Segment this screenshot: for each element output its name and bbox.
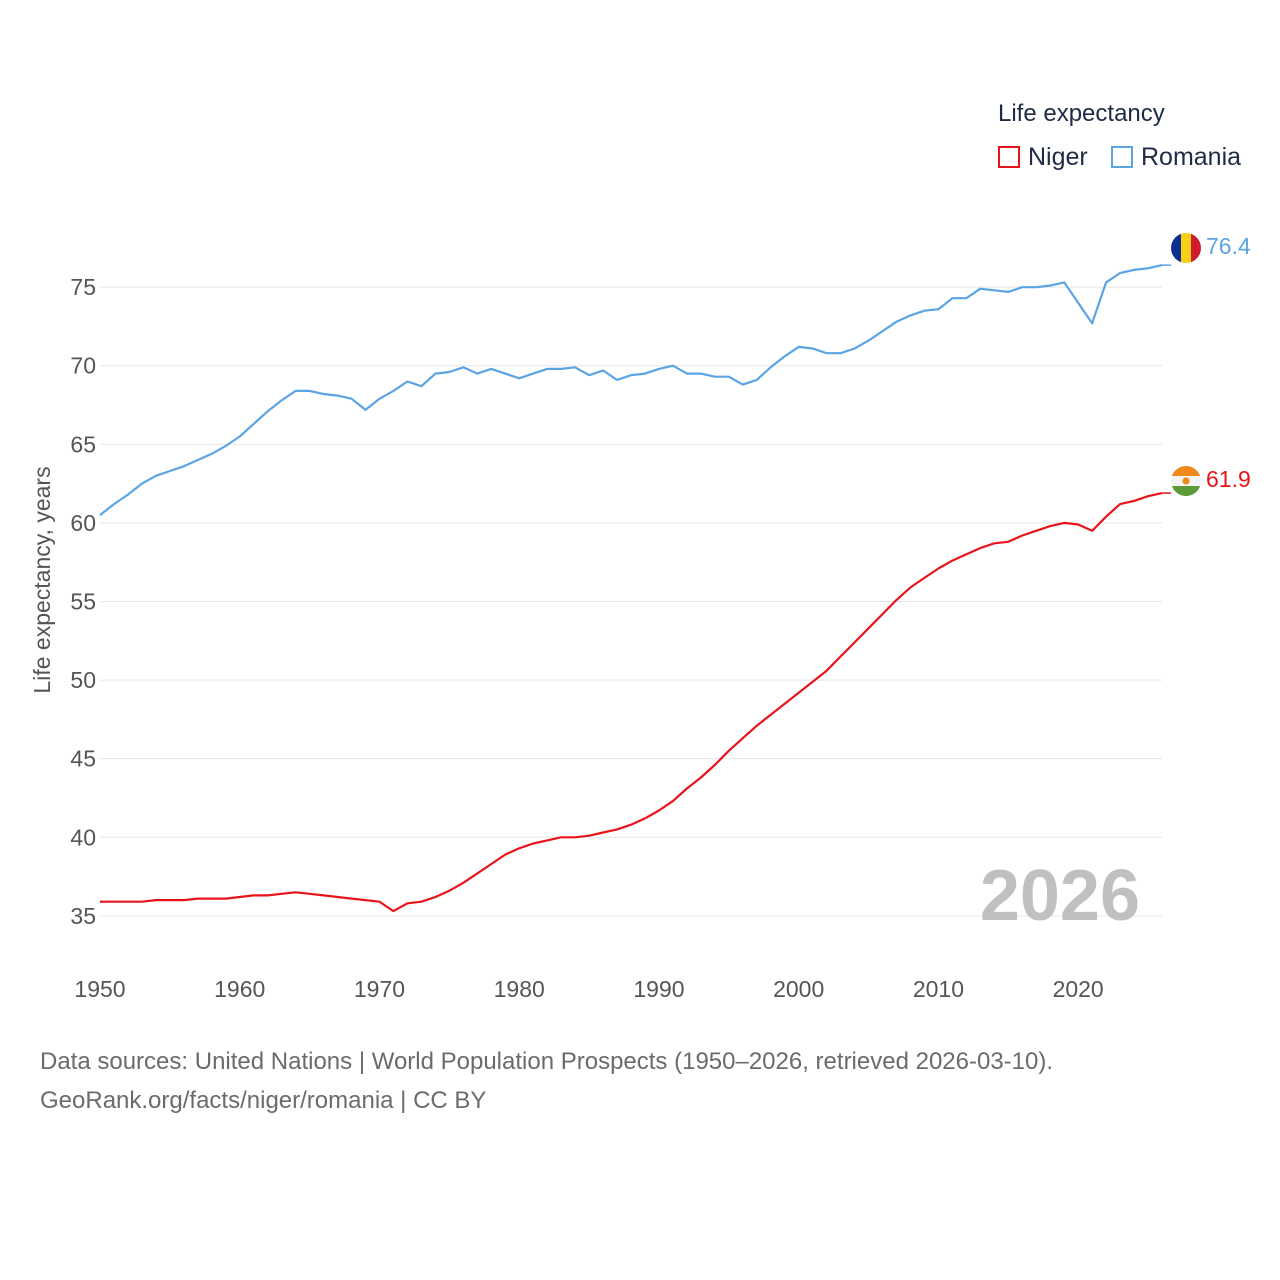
year-watermark: 2026	[980, 856, 1140, 936]
source-line-1: Data sources: United Nations | World Pop…	[40, 1048, 1054, 1075]
x-tick-label: 1960	[214, 976, 265, 1002]
y-tick-label: 75	[70, 274, 96, 300]
y-tick-label: 60	[70, 510, 96, 536]
x-tick-label: 1980	[494, 976, 545, 1002]
y-tick-label: 65	[70, 431, 96, 457]
series-line-romania	[99, 264, 1163, 516]
x-tick-label: 2010	[913, 976, 964, 1002]
series-line-niger	[100, 492, 1163, 913]
legend-item-niger[interactable]: Niger	[998, 142, 1088, 172]
source-note: Data sources: United Nations | World Pop…	[40, 1042, 1053, 1120]
legend-item-romania[interactable]: Romania	[1111, 142, 1241, 172]
y-tick-label: 70	[70, 353, 96, 379]
legend-label-romania: Romania	[1141, 142, 1242, 171]
x-tick-label: 2000	[773, 976, 824, 1002]
niger-end-value: 61.9	[1206, 466, 1251, 492]
source-line-2[interactable]: GeoRank.org/facts/niger/romania | CC BY	[40, 1087, 487, 1114]
gridlines	[100, 286, 1162, 917]
romania-flag-icon	[1171, 233, 1201, 263]
series-lines	[99, 264, 1171, 913]
y-axis-ticks: 35 40 45 50 55 60 65 70 75	[70, 274, 96, 929]
y-tick-label: 50	[70, 667, 96, 693]
niger-swatch	[998, 146, 1020, 168]
x-tick-label: 2020	[1053, 976, 1104, 1002]
y-tick-label: 45	[70, 746, 96, 772]
x-tick-label: 1970	[354, 976, 405, 1002]
x-tick-label: 1990	[633, 976, 684, 1002]
y-tick-label: 40	[70, 824, 96, 850]
y-tick-label: 35	[70, 903, 96, 929]
legend-title: Life expectancy	[998, 100, 1165, 127]
y-axis-title: Life expectancy, years	[29, 466, 55, 693]
x-axis-ticks: 1950 1960 1970 1980 1990 2000 2010 2020	[74, 976, 1103, 1002]
romania-end-value: 76.4	[1206, 233, 1251, 259]
romania-swatch	[1111, 146, 1133, 168]
x-tick-label: 1950	[74, 976, 125, 1002]
niger-flag-icon	[1171, 466, 1201, 496]
legend-label-niger: Niger	[1028, 142, 1088, 171]
y-tick-label: 55	[70, 589, 96, 615]
